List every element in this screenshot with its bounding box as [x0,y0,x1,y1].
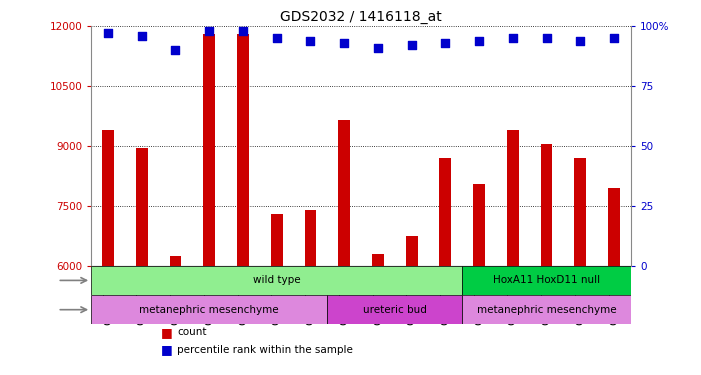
Bar [507,130,519,266]
Point [203,28,215,34]
Point [608,35,620,41]
Point [271,35,283,41]
Bar [540,144,552,266]
Bar [574,158,586,266]
Bar [440,158,451,266]
Bar [136,148,148,266]
Bar [372,254,383,266]
Point [238,28,249,34]
Point [541,35,552,41]
Text: metanephric mesenchyme: metanephric mesenchyme [139,304,279,315]
Point [473,38,484,44]
Bar [327,295,462,324]
Bar [304,210,316,266]
Bar [271,214,283,266]
Bar [91,295,327,324]
Point [406,42,417,48]
Bar [237,34,249,266]
Bar [462,266,631,295]
Point [575,38,586,44]
Point [372,45,383,51]
Bar [473,184,485,266]
Bar [339,120,350,266]
Title: GDS2032 / 1416118_at: GDS2032 / 1416118_at [280,10,442,24]
Bar [170,256,182,266]
Text: ■: ■ [161,344,173,356]
Bar [91,266,462,295]
Bar [462,295,631,324]
Point [170,47,181,53]
Point [102,30,114,36]
Point [136,33,147,39]
Text: percentile rank within the sample: percentile rank within the sample [177,345,353,355]
Point [440,40,451,46]
Text: wild type: wild type [253,275,301,285]
Text: HoxA11 HoxD11 null: HoxA11 HoxD11 null [493,275,600,285]
Text: metanephric mesenchyme: metanephric mesenchyme [477,304,616,315]
Bar [406,236,418,266]
Point [339,40,350,46]
Bar [203,34,215,266]
Text: ureteric bud: ureteric bud [363,304,427,315]
Bar [91,266,631,286]
Bar [102,130,114,266]
Point [305,38,316,44]
Text: ■: ■ [161,326,173,339]
Bar [608,188,620,266]
Text: count: count [177,327,207,337]
Point [508,35,519,41]
